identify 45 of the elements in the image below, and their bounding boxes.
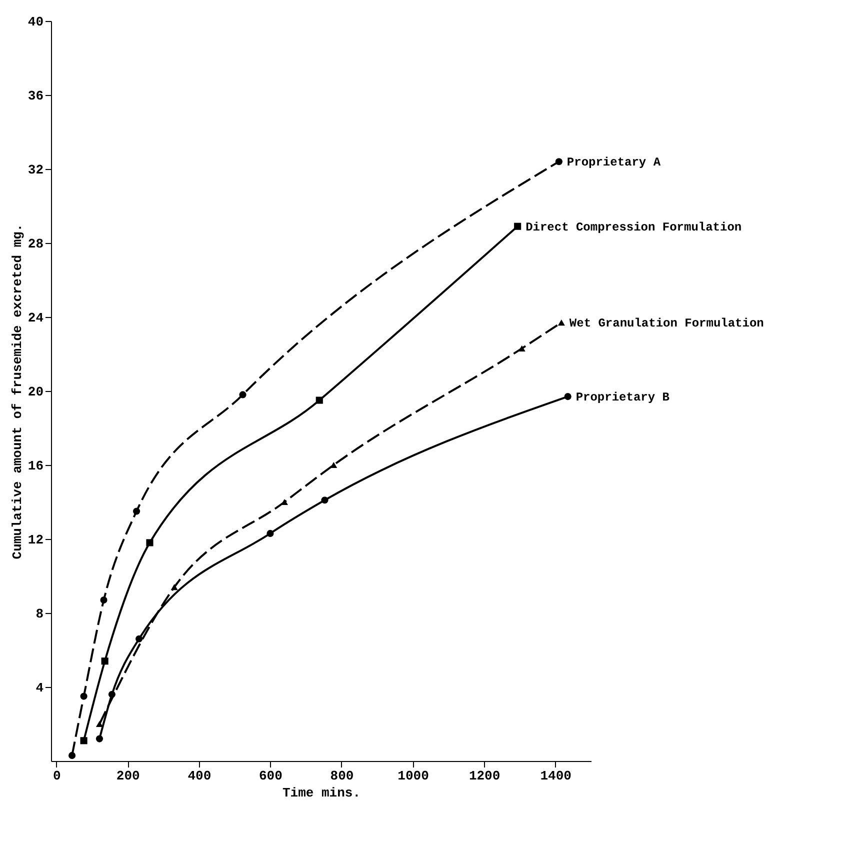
point (321, 496, 328, 504)
point (80, 692, 88, 700)
y-tick-label: 28 (28, 236, 44, 252)
point (316, 396, 323, 404)
x-tick-label: 1000 (398, 768, 430, 784)
point (80, 737, 88, 744)
point (518, 345, 526, 352)
x-tick-label: 1400 (540, 768, 572, 784)
point (100, 596, 108, 604)
point (101, 658, 108, 665)
y-axis-title: Cumulative amount of frusemide excreted mg. (10, 224, 25, 560)
point (564, 393, 572, 400)
x-tick-label: 1200 (468, 768, 500, 784)
x-tick-label: 200 (116, 768, 140, 784)
series-label: Direct Compression Formulation (526, 220, 742, 234)
point (68, 752, 76, 759)
x-axis-title: Time mins. (282, 786, 361, 800)
x-tick-label: 400 (188, 768, 212, 784)
x-tick-label: 800 (330, 768, 354, 784)
point (133, 508, 140, 515)
series-label: Proprietary A (566, 156, 662, 170)
y-tick-label: 32 (28, 162, 44, 178)
y-tick-label: 8 (36, 606, 44, 622)
point (558, 319, 565, 326)
y-tick-label: 40 (28, 14, 44, 30)
y-tick-label: 16 (28, 458, 44, 474)
series-label: Proprietary B (576, 390, 670, 405)
point (555, 158, 562, 166)
y-tick-label: 36 (28, 88, 44, 104)
point (266, 530, 274, 537)
point (136, 635, 143, 642)
point (146, 539, 154, 546)
x-tick-label: 600 (259, 768, 283, 784)
point (170, 584, 178, 590)
y-tick-label: 4 (36, 680, 44, 696)
y-tick-label: 12 (28, 532, 44, 548)
point (514, 222, 522, 230)
x-tick-label: 0 (52, 768, 61, 784)
point (239, 391, 246, 398)
point (330, 462, 338, 468)
series-label: Wet Granulation Formulation (569, 316, 764, 331)
y-tick-label: 20 (28, 384, 44, 400)
point (108, 690, 116, 698)
point (96, 735, 104, 742)
y-tick-label: 24 (28, 310, 44, 326)
